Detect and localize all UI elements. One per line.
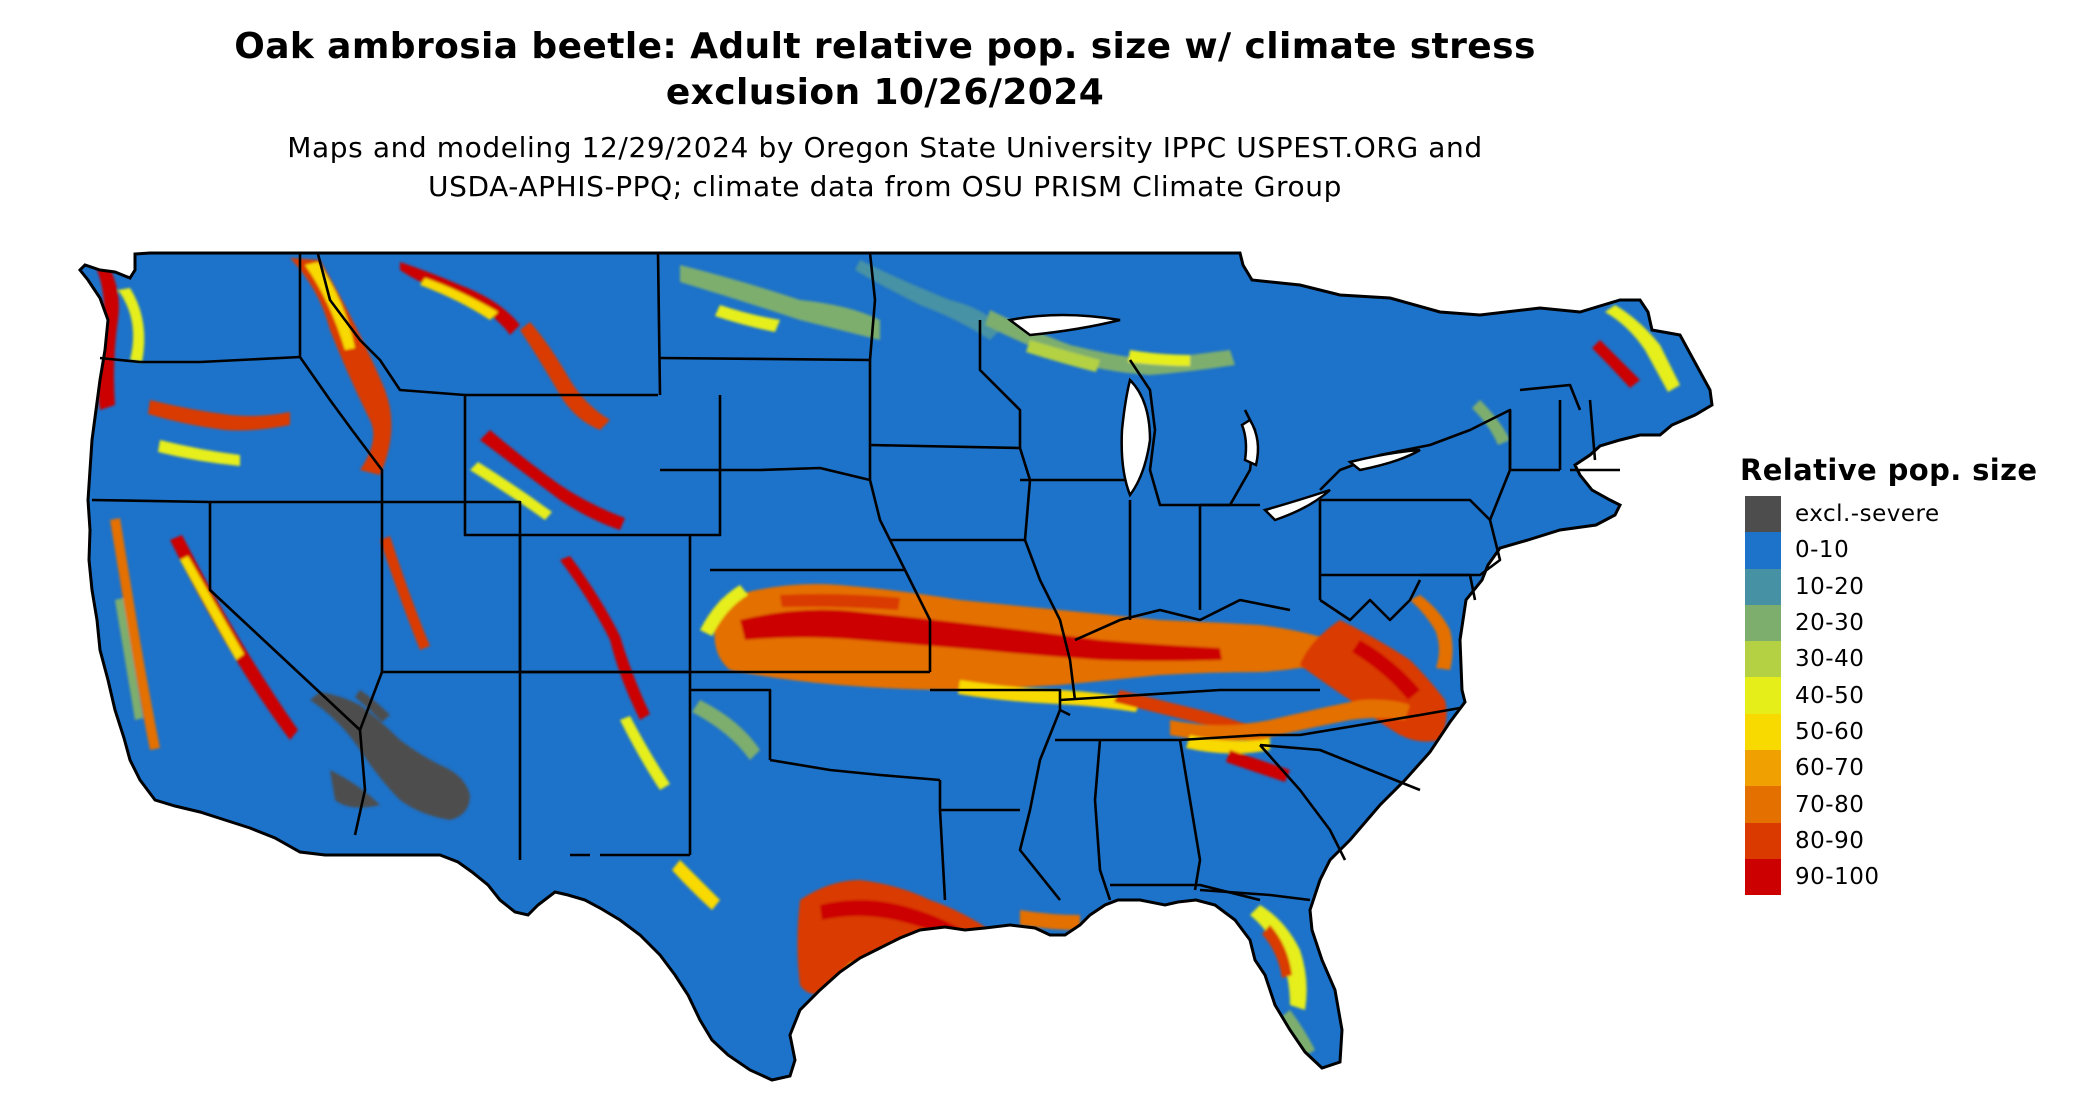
legend-item: 20-30: [1745, 604, 2058, 642]
legend-label: 20-30: [1795, 610, 1865, 637]
legend-label: 0-10: [1795, 537, 1850, 564]
legend-swatch: [1745, 713, 1781, 751]
legend-label: 30-40: [1795, 646, 1865, 673]
title-line-1: Oak ambrosia beetle: Adult relative pop.…: [234, 26, 1536, 67]
legend-label: 80-90: [1795, 827, 1865, 854]
legend-title: Relative pop. size: [1740, 453, 2038, 487]
legend-item: 0-10: [1745, 532, 2058, 569]
map-legend: Relative pop. size excl.-severe 0-10 10-20…: [1738, 452, 2058, 896]
legend-label: excl.-severe: [1795, 501, 1940, 528]
legend-swatch: [1745, 604, 1781, 642]
legend-item: excl.-severe: [1745, 496, 2058, 533]
legend-item: 40-50: [1745, 677, 2058, 714]
legend-swatch: [1745, 568, 1781, 605]
legend-swatch: [1745, 822, 1781, 859]
legend-swatch: [1745, 750, 1781, 787]
legend-item: 30-40: [1745, 641, 2058, 678]
legend-item: 80-90: [1745, 822, 2058, 859]
legend-swatch: [1745, 532, 1781, 569]
legend-item: 60-70: [1745, 750, 2058, 787]
legend-item: 10-20: [1745, 568, 2058, 605]
legend-label: 10-20: [1795, 573, 1865, 600]
map-fill: [80, 253, 1712, 1080]
legend-items: excl.-severe 0-10 10-20 20-30 30-40 40-50 50-6…: [1745, 496, 2058, 896]
legend-swatch: [1745, 641, 1781, 678]
legend-label: 90-100: [1795, 864, 1880, 891]
legend-swatch: [1745, 496, 1781, 533]
legend-label: 40-50: [1795, 682, 1865, 709]
us-map: [78, 251, 1714, 1082]
great-lakes: [1007, 313, 1421, 522]
legend-item: 50-60: [1745, 713, 2058, 751]
legend-swatch: [1745, 786, 1781, 823]
legend-swatch: [1745, 858, 1781, 896]
legend-swatch: [1745, 677, 1781, 714]
map-title: Oak ambrosia beetle: Adult relative pop.…: [0, 24, 1770, 116]
legend-label: 60-70: [1795, 755, 1865, 782]
map-subtitle: Maps and modeling 12/29/2024 by Oregon S…: [0, 128, 1770, 206]
subtitle-line-1: Maps and modeling 12/29/2024 by Oregon S…: [287, 131, 1483, 164]
title-line-2: exclusion 10/26/2024: [665, 72, 1105, 113]
legend-label: 70-80: [1795, 791, 1865, 818]
legend-label: 50-60: [1795, 718, 1865, 745]
legend-item: 70-80: [1745, 786, 2058, 823]
legend-item: 90-100: [1745, 858, 2058, 896]
state-borders: [91, 252, 1620, 902]
subtitle-line-2: USDA-APHIS-PPQ; climate data from OSU PR…: [428, 170, 1342, 203]
